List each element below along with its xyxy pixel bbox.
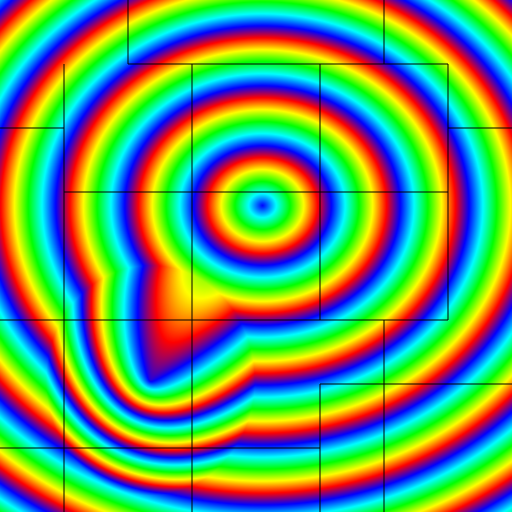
contour-field-canvas: [0, 0, 512, 512]
